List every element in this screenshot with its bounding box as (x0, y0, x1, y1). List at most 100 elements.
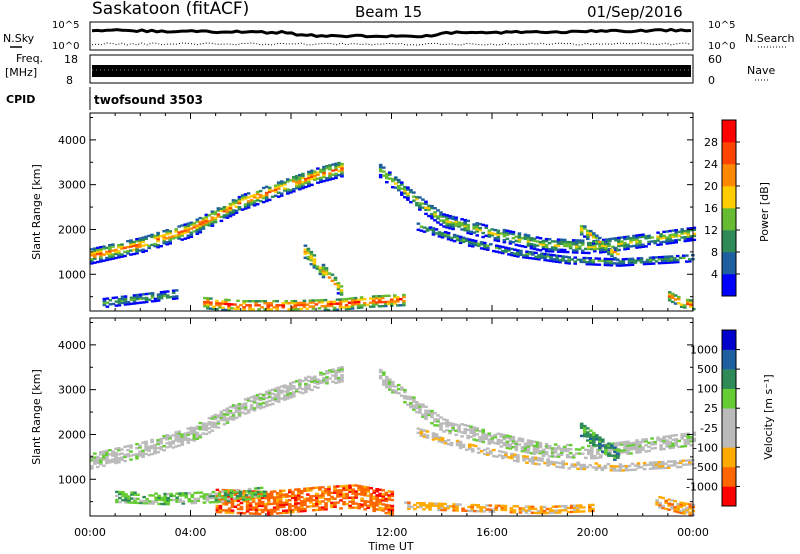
data-cell (279, 389, 284, 392)
data-cell (599, 243, 603, 246)
data-cell (279, 192, 284, 195)
data-cell (568, 243, 573, 246)
data-cell (126, 455, 130, 458)
data-cell (319, 178, 323, 182)
data-cell (455, 505, 459, 508)
data-cell (588, 505, 592, 509)
data-cell (384, 493, 389, 497)
data-cell (242, 308, 246, 311)
data-cell (530, 511, 535, 514)
data-cell (337, 370, 341, 374)
data-cell (541, 450, 546, 454)
data-cell (572, 504, 577, 507)
data-cell (261, 186, 266, 190)
data-cell (460, 224, 464, 227)
data-cell (437, 233, 442, 236)
data-cell (108, 252, 112, 255)
data-cell (433, 420, 437, 423)
data-cell (689, 235, 694, 238)
data-cell (623, 440, 627, 444)
data-cell (635, 238, 639, 241)
data-cell (228, 212, 233, 216)
data-cell (566, 510, 571, 514)
data-cell (451, 215, 455, 219)
data-cell (114, 252, 118, 256)
data-cell (555, 465, 559, 468)
data-cell (458, 442, 463, 446)
data-cell (309, 263, 314, 266)
data-cell (216, 422, 221, 425)
data-cell (215, 504, 220, 508)
data-cell (466, 225, 470, 229)
data-cell (350, 307, 355, 310)
data-cell (483, 448, 487, 452)
data-cell (422, 226, 427, 229)
data-cell (568, 452, 573, 455)
data-cell (350, 303, 355, 306)
data-cell (665, 238, 669, 241)
data-cell (483, 243, 487, 247)
data-cell (630, 462, 635, 465)
data-cell (460, 431, 464, 434)
data-cell (505, 237, 510, 240)
data-cell (126, 246, 130, 249)
data-cell (297, 490, 301, 493)
data-cell (613, 458, 617, 461)
data-cell (157, 494, 161, 497)
data-cell (334, 375, 338, 379)
data-cell (679, 305, 684, 308)
data-cell (511, 435, 516, 439)
data-cell (576, 461, 580, 464)
data-cell (278, 493, 283, 497)
data-cell (222, 214, 227, 217)
data-cell (114, 455, 118, 459)
data-cell (614, 452, 618, 455)
data-cell (242, 512, 247, 515)
data-cell (108, 258, 112, 261)
data-cell (254, 302, 258, 305)
data-cell (510, 251, 514, 255)
data-cell (236, 299, 240, 302)
data-cell (260, 510, 265, 514)
data-cell (391, 384, 395, 388)
data-cell (172, 494, 176, 497)
data-cell (496, 442, 501, 445)
data-cell (168, 441, 172, 444)
data-cell (279, 397, 284, 400)
data-cell (138, 241, 142, 244)
data-cell (611, 237, 615, 240)
data-cell (660, 259, 665, 263)
data-cell (184, 496, 189, 499)
data-cell (387, 506, 392, 509)
data-cell (357, 486, 361, 490)
data-cell (666, 464, 671, 467)
data-cell (138, 239, 142, 242)
data-cell (363, 500, 367, 503)
data-cell (228, 411, 233, 415)
data-cell (269, 304, 273, 307)
data-cell (535, 248, 540, 251)
data-cell (237, 195, 242, 199)
data-cell (371, 305, 376, 308)
data-cell (391, 380, 395, 384)
data-cell (129, 241, 133, 244)
data-cell (165, 233, 169, 236)
data-cell (472, 438, 476, 441)
data-cell (206, 299, 210, 302)
data-cell (222, 417, 227, 420)
data-cell (123, 299, 128, 302)
data-cell (673, 302, 678, 305)
data-cell (404, 501, 408, 504)
data-cell (601, 444, 605, 447)
data-cell (486, 453, 490, 456)
data-cell (561, 255, 565, 258)
power-y-axis-label: Slant Range [km] (30, 164, 43, 260)
data-cell (144, 446, 148, 450)
data-cell (688, 461, 692, 464)
data-cell (621, 469, 626, 472)
data-cell (542, 509, 547, 513)
data-cell (310, 175, 314, 178)
data-cell (174, 236, 178, 239)
data-cell (315, 496, 319, 499)
data-cell (248, 504, 253, 507)
